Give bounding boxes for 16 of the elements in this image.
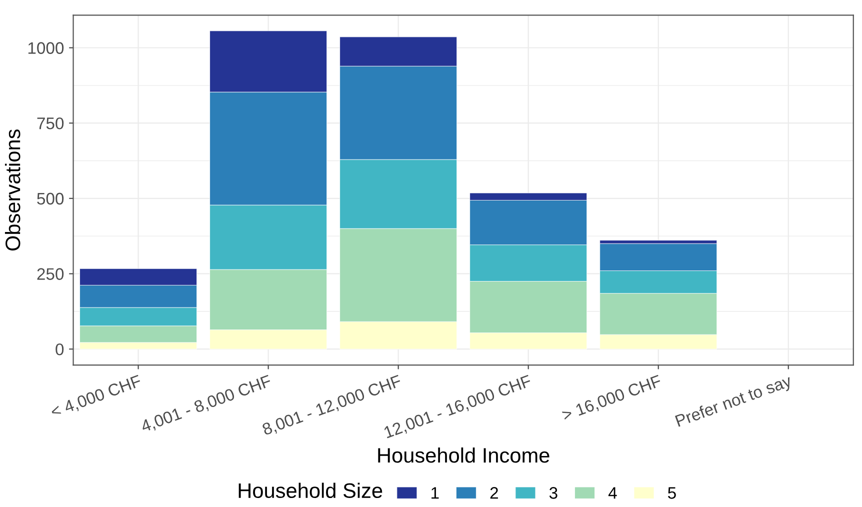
- x-tick-label: < 4,000 CHF: [50, 374, 143, 420]
- legend-label: 3: [549, 487, 558, 499]
- legend-label: 1: [432, 487, 439, 499]
- y-tick-label: 500: [37, 192, 64, 205]
- x-axis-title: Household Income: [378, 447, 550, 463]
- legend-title: Household Size: [238, 482, 382, 498]
- y-tick-label: 750: [37, 117, 64, 130]
- legend-label: 5: [668, 487, 676, 499]
- y-tick-label: 250: [37, 268, 64, 280]
- y-axis-title: Observations: [4, 130, 20, 251]
- x-tick-label: Prefer not to say: [674, 374, 794, 430]
- legend-label: 4: [608, 487, 617, 499]
- y-tick-label: 1000: [28, 42, 64, 54]
- y-tick-label: 0: [56, 343, 64, 356]
- x-tick-label: > 16,000 CHF: [561, 374, 663, 423]
- legend-label: 2: [490, 487, 498, 499]
